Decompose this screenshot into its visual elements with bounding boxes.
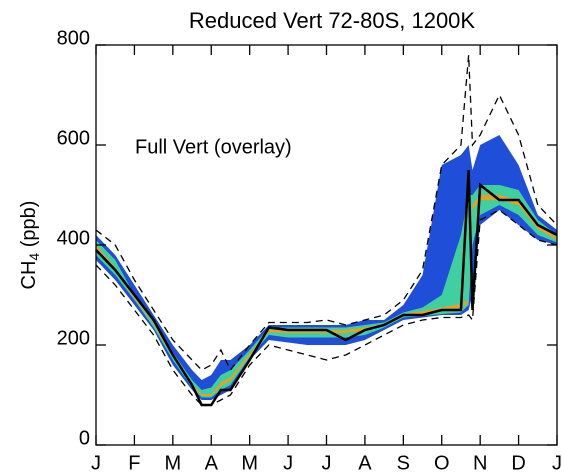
density-band xyxy=(96,195,557,396)
x-tick-label: A xyxy=(205,452,219,474)
density-band xyxy=(96,185,557,398)
x-tick-label: D xyxy=(511,452,525,474)
x-tick-label: J xyxy=(322,452,332,474)
plot-frame xyxy=(95,44,558,446)
x-tick-label: N xyxy=(473,452,487,474)
x-tick-label: O xyxy=(434,452,450,474)
x-tick-label: A xyxy=(358,452,372,474)
y-tick-label: 0 xyxy=(79,427,90,449)
y-tick-label: 200 xyxy=(57,327,90,349)
y-tick-label: 600 xyxy=(57,127,90,149)
y-axis-label: CH4 (ppb) xyxy=(18,201,41,290)
x-tick-label: S xyxy=(397,452,410,474)
y-label-main: CH xyxy=(18,261,40,290)
y-tick-label: 800 xyxy=(57,27,90,49)
x-tick-label: M xyxy=(241,452,258,474)
y-tick-label: 400 xyxy=(57,227,90,249)
y-label-unit: (ppb) xyxy=(18,201,40,253)
x-tick-label: J xyxy=(91,452,101,474)
chart-title: Reduced Vert 72-80S, 1200K xyxy=(189,8,476,33)
x-tick-label: M xyxy=(164,452,181,474)
annotation: Full Vert (overlay) xyxy=(135,136,292,158)
x-tick-label: J xyxy=(283,452,293,474)
x-tick-label: J xyxy=(552,452,562,474)
dashed-line xyxy=(95,209,558,406)
density-band xyxy=(96,135,557,400)
dashed-line xyxy=(95,54,558,372)
line xyxy=(95,169,558,407)
y-label-sub: 4 xyxy=(26,253,42,261)
x-tick-label: F xyxy=(128,452,140,474)
